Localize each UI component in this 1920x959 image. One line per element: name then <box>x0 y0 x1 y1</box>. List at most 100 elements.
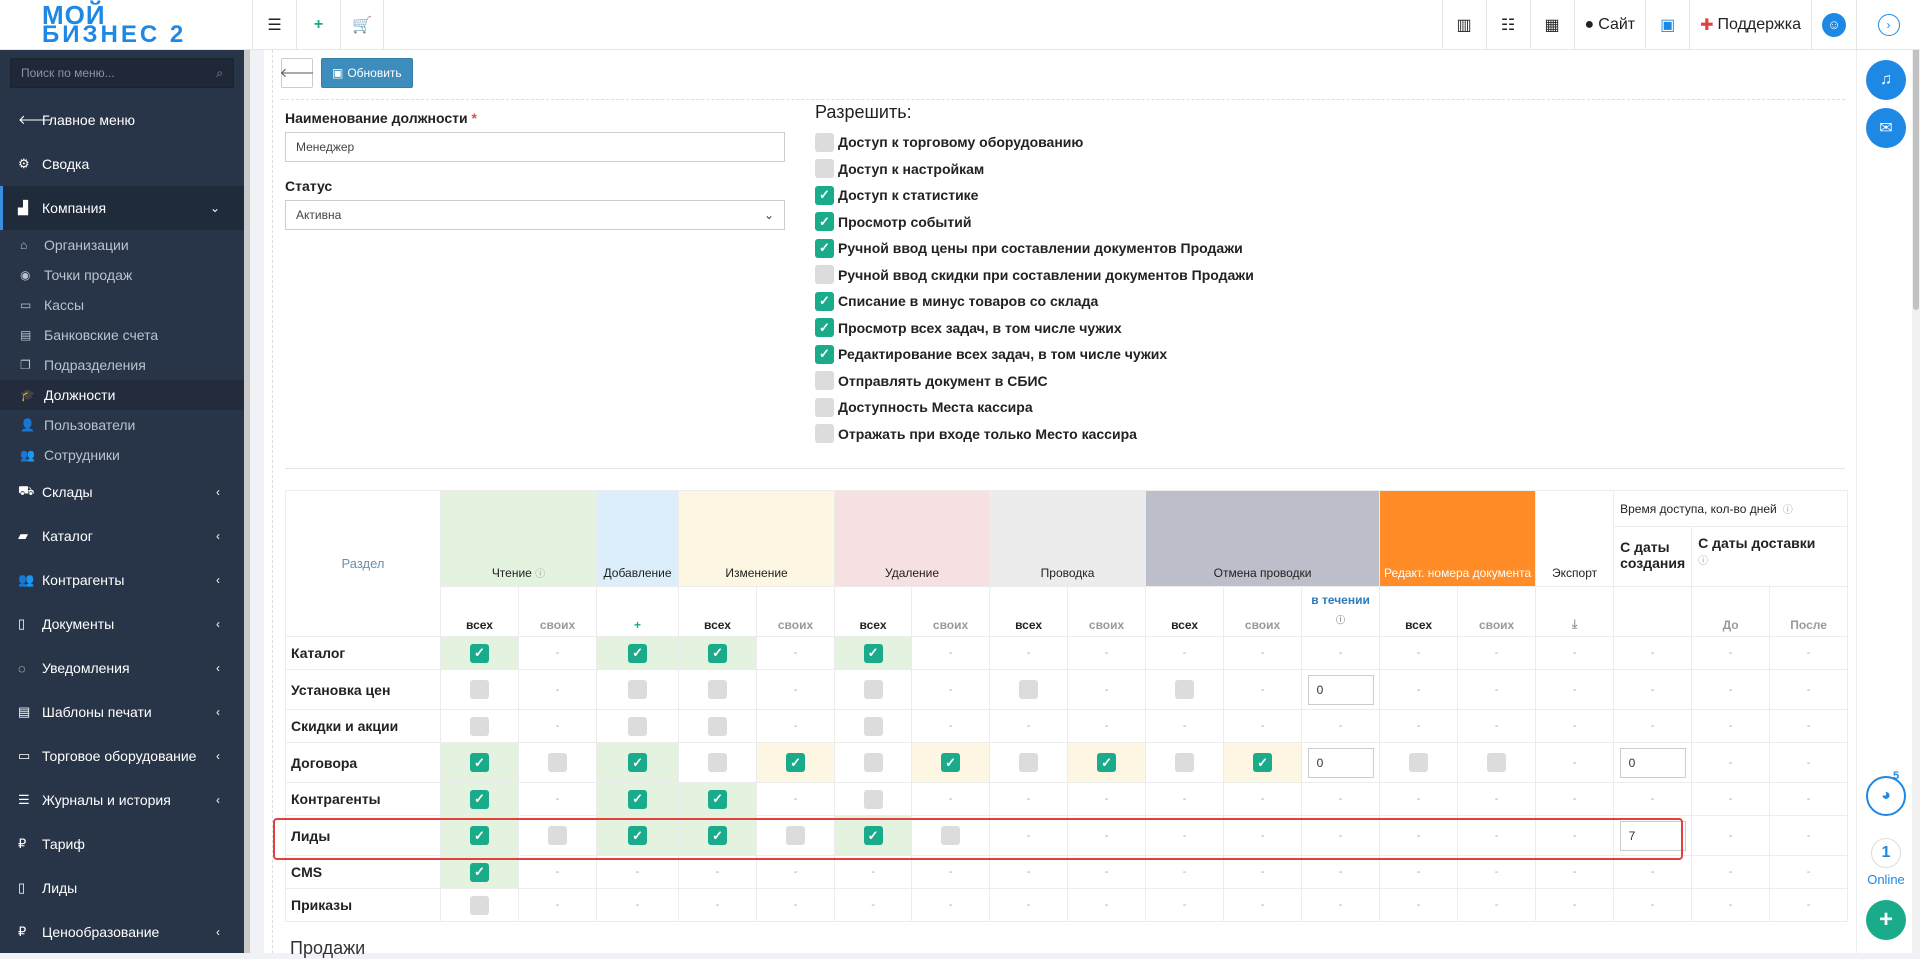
permission-checkbox[interactable]: ✓ <box>815 318 834 338</box>
access-checkbox[interactable] <box>548 826 567 845</box>
online-indicator[interactable]: 1 Online <box>1866 838 1906 887</box>
access-checkbox[interactable] <box>470 716 489 736</box>
access-checkbox[interactable]: ✓ <box>786 753 806 772</box>
sidebar-item-company[interactable]: ▟ Компания ⌄ <box>0 186 244 230</box>
access-checkbox[interactable] <box>863 753 883 772</box>
permission-item[interactable]: ✓ Списание в минус товаров со склада <box>815 288 1254 315</box>
permission-checkbox[interactable] <box>815 424 834 444</box>
access-checkbox[interactable] <box>708 753 728 772</box>
support-link[interactable]: ✚ Поддержка <box>1689 0 1811 50</box>
permission-checkbox[interactable] <box>815 132 834 152</box>
sidebar-item-catalog[interactable]: ▰ Каталог ‹ <box>0 514 244 558</box>
permission-checkbox[interactable] <box>815 265 834 285</box>
collapse-panel-button[interactable]: › <box>1856 0 1920 50</box>
permission-item[interactable]: Доступ к настройкам <box>815 156 1254 183</box>
days-input[interactable]: 0 <box>1307 747 1374 778</box>
menu-toggle-icon[interactable]: ☰ <box>252 0 296 50</box>
permission-item[interactable]: Отправлять документ в СБИС <box>815 368 1254 395</box>
bell-icon[interactable]: ♫ <box>1866 60 1906 100</box>
access-checkbox[interactable] <box>1175 753 1195 772</box>
barcode-icon[interactable]: ▥ <box>1441 0 1486 50</box>
user-avatar[interactable]: ☺ <box>1811 0 1856 50</box>
sidebar-item-leads[interactable]: ▯ Лиды <box>0 866 244 910</box>
access-checkbox[interactable] <box>470 680 489 699</box>
sidebar-item-pricing[interactable]: ₽ Ценообразование ‹ <box>0 910 244 954</box>
access-checkbox[interactable]: ✓ <box>708 826 728 845</box>
access-checkbox[interactable]: ✓ <box>628 789 648 809</box>
days-input[interactable]: 7 <box>1619 820 1686 851</box>
permission-item[interactable]: ✓ Редактирование всех задач, в том числе … <box>815 341 1254 368</box>
page-scrollbar[interactable] <box>1912 0 1920 953</box>
access-checkbox[interactable] <box>1019 680 1039 699</box>
access-checkbox[interactable] <box>708 716 728 736</box>
access-checkbox[interactable] <box>628 680 648 699</box>
permission-checkbox[interactable]: ✓ <box>815 344 834 364</box>
calendar-icon[interactable]: ▦ <box>1529 0 1574 50</box>
access-checkbox[interactable] <box>470 895 489 915</box>
access-checkbox[interactable] <box>863 789 883 809</box>
permission-item[interactable]: Ручной ввод скидки при составлении докум… <box>815 262 1254 289</box>
access-checkbox[interactable]: ✓ <box>863 826 883 845</box>
permission-item[interactable]: Доступ к торговому оборудованию <box>815 129 1254 156</box>
access-checkbox[interactable]: ✓ <box>470 862 489 882</box>
add-icon[interactable]: + <box>296 0 340 50</box>
access-checkbox[interactable]: ✓ <box>470 826 489 845</box>
sidebar-item-trade-equipment[interactable]: ▭ Торговое оборудование ‹ <box>0 734 244 778</box>
access-checkbox[interactable] <box>1487 753 1507 772</box>
permission-checkbox[interactable]: ✓ <box>815 238 834 258</box>
access-checkbox[interactable] <box>1409 753 1429 772</box>
access-checkbox[interactable]: ✓ <box>628 826 648 845</box>
sidebar-item-journals[interactable]: ☰ Журналы и история ‹ <box>0 778 244 822</box>
cart-icon[interactable]: 🛒 <box>340 0 384 50</box>
access-checkbox[interactable]: ✓ <box>470 789 489 809</box>
access-checkbox[interactable] <box>1019 753 1039 772</box>
status-select[interactable]: Активна ⌄ <box>285 200 785 230</box>
back-button[interactable]: 🡐 <box>280 58 314 88</box>
sidebar-item-warehouses[interactable]: ⛟ Склады ‹ <box>0 470 244 514</box>
sidebar-subitem-users[interactable]: 👤 Пользователи <box>0 410 244 440</box>
access-checkbox[interactable]: ✓ <box>941 753 961 772</box>
sidebar-item-summary[interactable]: ⚙ Сводка <box>0 142 244 186</box>
sidebar-item-print-templates[interactable]: ▤ Шаблоны печати ‹ <box>0 690 244 734</box>
sidebar-subitem-bank-accounts[interactable]: ▤ Банковские счета <box>0 320 244 350</box>
access-checkbox[interactable] <box>941 826 961 845</box>
sidebar-subitem-organizations[interactable]: ⌂ Организации <box>0 230 244 260</box>
permission-checkbox[interactable] <box>815 159 834 179</box>
permission-checkbox[interactable] <box>815 397 834 417</box>
permission-checkbox[interactable] <box>815 371 834 391</box>
access-checkbox[interactable]: ✓ <box>708 789 728 809</box>
sidebar-item-counterparties[interactable]: 👥 Контрагенты ‹ <box>0 558 244 602</box>
access-checkbox[interactable]: ✓ <box>628 753 648 772</box>
days-input[interactable]: 0 <box>1307 674 1374 705</box>
access-checkbox[interactable]: ✓ <box>863 643 883 663</box>
permission-item[interactable]: ✓ Просмотр всех задач, в том числе чужих <box>815 315 1254 342</box>
permission-item[interactable]: ✓ Доступ к статистике <box>815 182 1254 209</box>
access-checkbox[interactable] <box>708 680 728 699</box>
position-name-input[interactable]: Менеджер <box>285 132 785 162</box>
site-link[interactable]: ● Сайт <box>1573 0 1646 50</box>
permission-item[interactable]: ✓ Ручной ввод цены при составлении докуме… <box>815 235 1254 262</box>
access-checkbox[interactable]: ✓ <box>628 643 648 663</box>
access-checkbox[interactable]: ✓ <box>1097 753 1117 772</box>
page-scrollbar-thumb[interactable] <box>1913 0 1919 310</box>
refresh-button[interactable]: ▣ Обновить <box>321 58 413 88</box>
sidebar-subitem-departments[interactable]: ❐ Подразделения <box>0 350 244 380</box>
permission-checkbox[interactable]: ✓ <box>815 212 834 232</box>
access-checkbox[interactable] <box>628 716 648 736</box>
access-checkbox[interactable] <box>863 680 883 699</box>
sidebar-subitem-positions[interactable]: 🎓 Должности <box>0 380 244 410</box>
sidebar-subitem-cash-registers[interactable]: ▭ Кассы <box>0 290 244 320</box>
add-floating-button[interactable]: + <box>1866 900 1906 940</box>
sidebar-scrollbar[interactable] <box>244 50 250 953</box>
access-checkbox[interactable] <box>548 753 567 772</box>
sidebar-subitem-employees[interactable]: 👥 Сотрудники <box>0 440 244 470</box>
access-checkbox[interactable]: ✓ <box>470 753 489 772</box>
permission-item[interactable]: ✓ Просмотр событий <box>815 209 1254 236</box>
brand-logo[interactable]: МОЙ БИЗНЕС 2 <box>0 0 252 50</box>
sidebar-item-notifications[interactable]: ◌ Уведомления ‹ <box>0 646 244 690</box>
sidebar-subitem-sales-points[interactable]: ◉ Точки продаж <box>0 260 244 290</box>
permission-checkbox[interactable]: ✓ <box>815 185 834 205</box>
menu-search-input[interactable]: Поиск по меню... ⌕ <box>10 58 234 88</box>
access-checkbox[interactable] <box>1175 680 1195 699</box>
access-checkbox[interactable]: ✓ <box>708 643 728 663</box>
